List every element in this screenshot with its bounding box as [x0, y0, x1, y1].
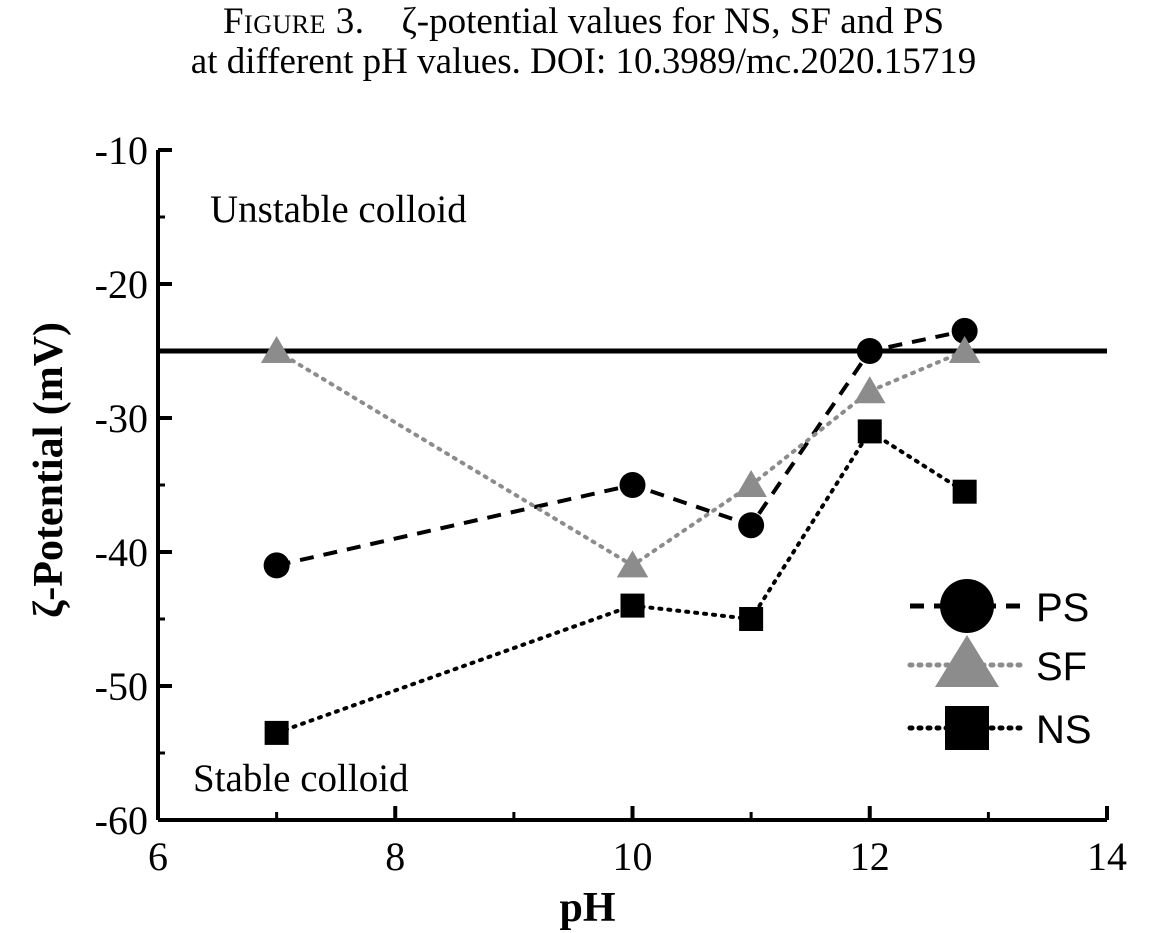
legend-label-ns: NS	[1036, 708, 1092, 752]
caption-text: ζ-potential values for NS, SF and PS	[401, 1, 945, 42]
y-tick-label-2: -30	[95, 396, 148, 441]
point-ps-3	[856, 338, 883, 364]
point-ns-3	[857, 419, 882, 444]
y-tick-label-0: -10	[95, 128, 148, 173]
series-line-ns	[274, 428, 967, 735]
series-line-ps	[276, 328, 966, 568]
y-tick-label-5: -60	[95, 798, 148, 843]
legend-label-sf: SF	[1036, 645, 1087, 689]
legend-entry-ns: NS	[907, 706, 1092, 752]
x-tick-label-4: 14	[1087, 834, 1127, 879]
point-ps-4	[951, 317, 978, 344]
point-sf-3	[854, 376, 886, 404]
point-ns-4	[952, 479, 977, 504]
y-tick-label-3: -40	[95, 530, 148, 575]
legend-entry-ps: PS	[910, 579, 1089, 633]
point-ns-1	[620, 593, 645, 618]
legend-entry-sf: SF	[907, 635, 1087, 689]
legend-marker-sf	[935, 635, 999, 687]
legend: PS SF NS	[907, 579, 1092, 752]
point-ns-0	[264, 720, 289, 745]
y-tick-label-4: -50	[95, 664, 148, 709]
point-sf-2	[735, 470, 767, 497]
caption-line2: at different pH values. DOI: 10.3989/mc.…	[190, 41, 977, 82]
series-ns	[264, 419, 977, 745]
point-sf-0	[260, 336, 293, 363]
point-ps-2	[738, 512, 765, 539]
point-ps-1	[619, 472, 646, 498]
legend-marker-ns	[945, 706, 989, 750]
y-axis-title: ζ-Potential (mV)	[26, 322, 72, 618]
x-tick-label-3: 12	[850, 834, 890, 879]
plot-area: Unstable colloid Stable colloid	[158, 188, 1107, 800]
x-axis-title: pH	[559, 885, 615, 931]
axes-layer: -10 -20 -30 -40 -50 -606 8 10 12 14 pH ζ-Potential …	[26, 128, 1127, 931]
point-sf-4	[948, 336, 981, 363]
annotation-unstable: Unstable colloid	[210, 188, 467, 231]
x-tick-label-1: 8	[385, 834, 405, 879]
series-sf	[260, 336, 981, 578]
point-ns-2	[739, 607, 764, 631]
series-line-sf	[274, 349, 967, 568]
point-ps-0	[263, 552, 290, 579]
x-tick-label-0: 6	[148, 834, 168, 879]
series-layer	[260, 317, 981, 745]
annotation-stable: Stable colloid	[193, 757, 409, 800]
series-ps	[263, 317, 978, 579]
figure-caption: Figure 3. ζ-potential values for NS, SF …	[0, 2, 1167, 82]
legend-label-ps: PS	[1036, 586, 1089, 630]
point-sf-1	[616, 550, 649, 578]
y-tick-label-1: -20	[95, 262, 148, 307]
caption-label: Figure 3.	[222, 1, 365, 42]
x-tick-label-2: 10	[613, 834, 653, 879]
legend-marker-ps	[940, 579, 994, 633]
